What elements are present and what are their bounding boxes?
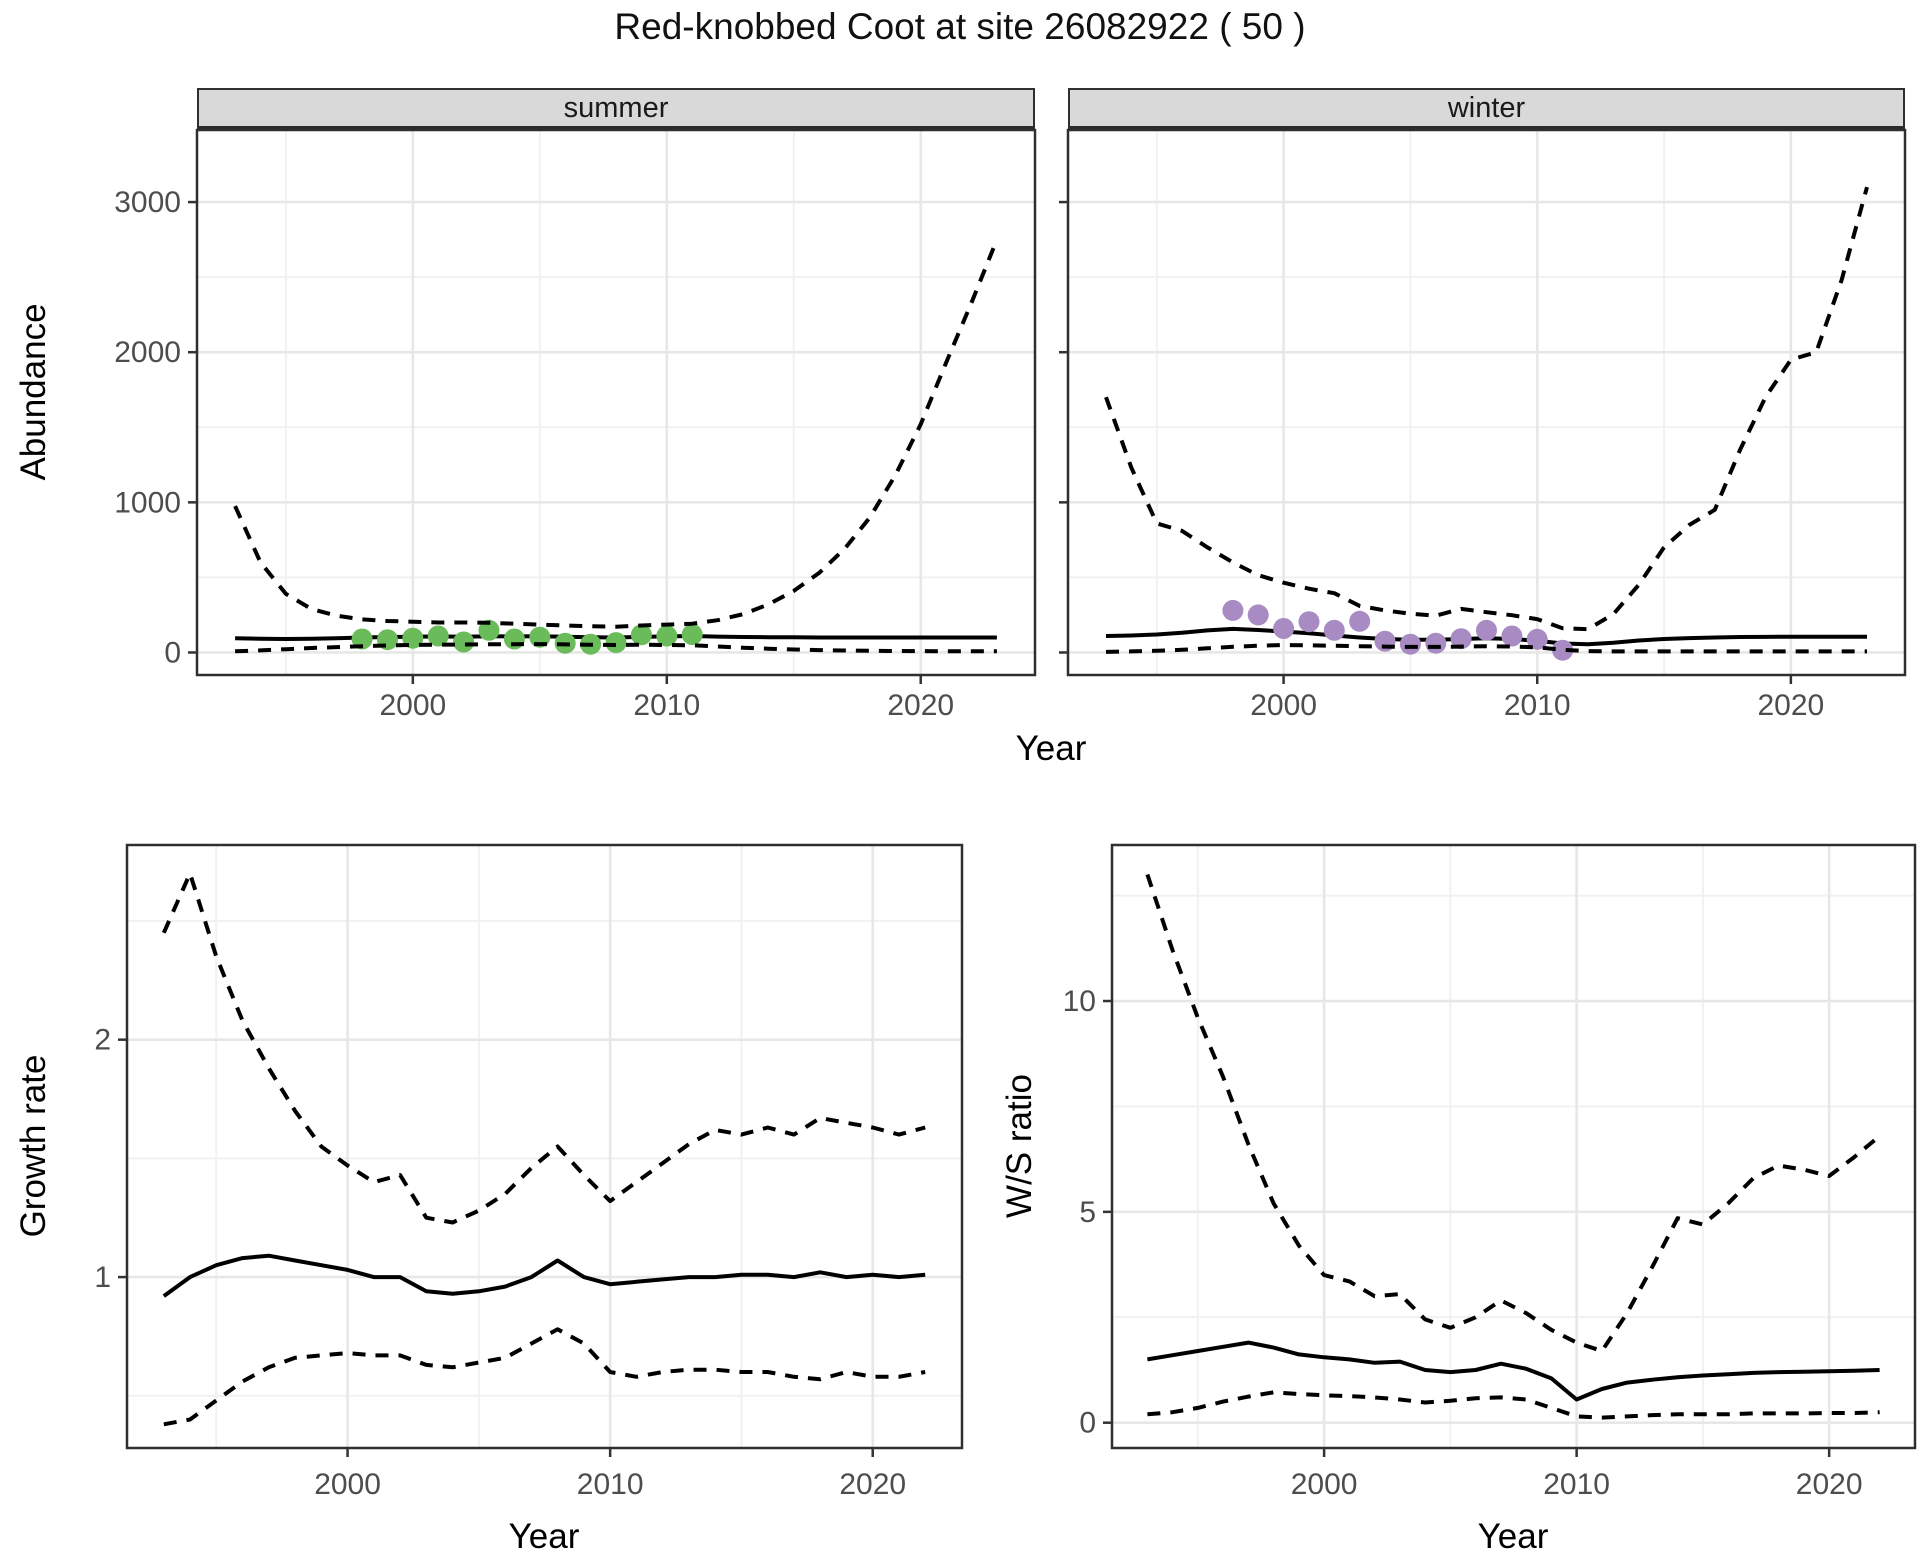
x-tick-label: 2000: [1250, 689, 1317, 722]
observed-count-point: [605, 632, 627, 654]
abundance_summer-border: [195, 128, 1037, 677]
summer-observed-counts: [351, 619, 703, 655]
y-tick-label: 0: [1079, 1407, 1096, 1440]
observed-count-point: [1552, 639, 1574, 661]
abundance_winter-upper_ci-line: [1104, 186, 1869, 632]
abundance_summer-upper_ci-line: [233, 238, 999, 629]
y-tick-label: 10: [1063, 985, 1096, 1018]
observed-count-point: [1501, 625, 1523, 647]
facet-strip-summer-label: summer: [563, 91, 669, 124]
observed-count-point: [453, 631, 475, 653]
observed-count-point: [630, 624, 652, 646]
abundance_summer-axis-ticks: 2000 2010 2020 0 1000 2000 3000: [114, 186, 954, 722]
ws_ratio-grid-major: [1112, 845, 1915, 1448]
ws_ratio-grid-minor: [1112, 845, 1915, 1448]
ws_ratio-lower_ci-line: [1147, 1390, 1880, 1420]
y-tick-label: 5: [1079, 1196, 1096, 1229]
growth_rate-median-line: [162, 1253, 926, 1298]
growth_rate-axis-ticks: 2000 2010 2020 1 2: [94, 1024, 906, 1501]
observed-count-point: [681, 624, 703, 645]
x-tick-label: 2010: [1504, 689, 1571, 722]
x-axis-title-year-top: Year: [1015, 729, 1087, 768]
ws_ratio-upper_ci-line: [1145, 873, 1881, 1353]
winter-observed-counts: [1222, 599, 1574, 661]
x-tick-label: 2000: [379, 689, 446, 722]
x-tick-label: 2010: [633, 689, 700, 722]
observed-count-point: [656, 625, 678, 647]
x-axis-title-year-ws: Year: [1477, 1517, 1549, 1556]
x-tick-label: 2000: [1291, 1468, 1358, 1501]
observed-count-point: [478, 619, 500, 641]
observed-count-point: [1222, 599, 1244, 621]
chart-title: Red-knobbed Coot at site 26082922 ( 50 ): [614, 6, 1306, 47]
ws_ratio-median-line: [1147, 1340, 1880, 1402]
observed-count-point: [1526, 628, 1548, 650]
facet-strip-summer: summer: [197, 88, 1035, 130]
observed-count-point: [1399, 633, 1421, 655]
observed-count-point: [351, 628, 373, 650]
abundance_winter-grid-minor: [1068, 130, 1905, 675]
growth_rate-border: [125, 843, 964, 1450]
y-tick-label: 1: [94, 1261, 111, 1294]
abundance_summer-panel: 2000 2010 2020 0 1000 2000 3000: [114, 128, 1037, 722]
observed-count-point: [1349, 610, 1371, 632]
abundance_summer-lower_ci-line: [235, 642, 997, 654]
x-axis-title-year-growth: Year: [508, 1517, 580, 1556]
observed-count-point: [1425, 632, 1447, 654]
facet-strip-winter-label: winter: [1447, 91, 1526, 124]
observed-count-point: [1247, 604, 1269, 626]
growth_rate-lower_ci-line: [163, 1327, 926, 1427]
x-tick-label: 2000: [314, 1468, 381, 1501]
x-tick-label: 2010: [577, 1468, 644, 1501]
observed-count-point: [1476, 619, 1497, 641]
x-tick-label: 2020: [1757, 689, 1824, 722]
y-tick-label: 1000: [114, 486, 181, 519]
growth_rate-grid-major: [127, 845, 962, 1448]
observed-count-point: [1450, 628, 1472, 650]
abundance_winter-axis-ticks: 2000 2010 2020: [1059, 200, 1824, 722]
growth_rate-upper_ci-line: [161, 871, 926, 1225]
y-tick-label: 0: [164, 636, 181, 669]
observed-count-point: [503, 628, 525, 650]
ws_ratio-axis-ticks: 2000 2010 2020 0 5 10: [1063, 985, 1863, 1501]
y-tick-label: 2: [94, 1024, 111, 1057]
abundance_summer-grid-minor: [197, 130, 1035, 675]
x-tick-label: 2010: [1543, 1468, 1610, 1501]
x-tick-label: 2020: [839, 1468, 906, 1501]
facet-strip-winter: winter: [1068, 88, 1905, 130]
abundance_summer-grid-major: [197, 130, 1035, 675]
observed-count-point: [1298, 611, 1320, 633]
observed-count-point: [1273, 618, 1295, 639]
abundance_winter-border: [1066, 128, 1907, 677]
abundance_winter-panel: 2000 2010 2020: [1059, 128, 1907, 722]
observed-count-point: [1323, 619, 1345, 641]
growth_rate-panel: 2000 2010 2020 1 2: [94, 843, 964, 1501]
x-tick-label: 2020: [1796, 1468, 1863, 1501]
y-tick-label: 2000: [114, 336, 181, 369]
abundance_winter-lower_ci-line: [1105, 643, 1867, 654]
abundance_winter-grid-major: [1068, 130, 1905, 675]
x-tick-label: 2020: [887, 689, 954, 722]
y-tick-label: 3000: [114, 186, 181, 219]
ws_ratio-border: [1110, 843, 1917, 1450]
observed-count-point: [427, 625, 449, 647]
ws_ratio-panel: 2000 2010 2020 0 5 10: [1063, 843, 1917, 1501]
